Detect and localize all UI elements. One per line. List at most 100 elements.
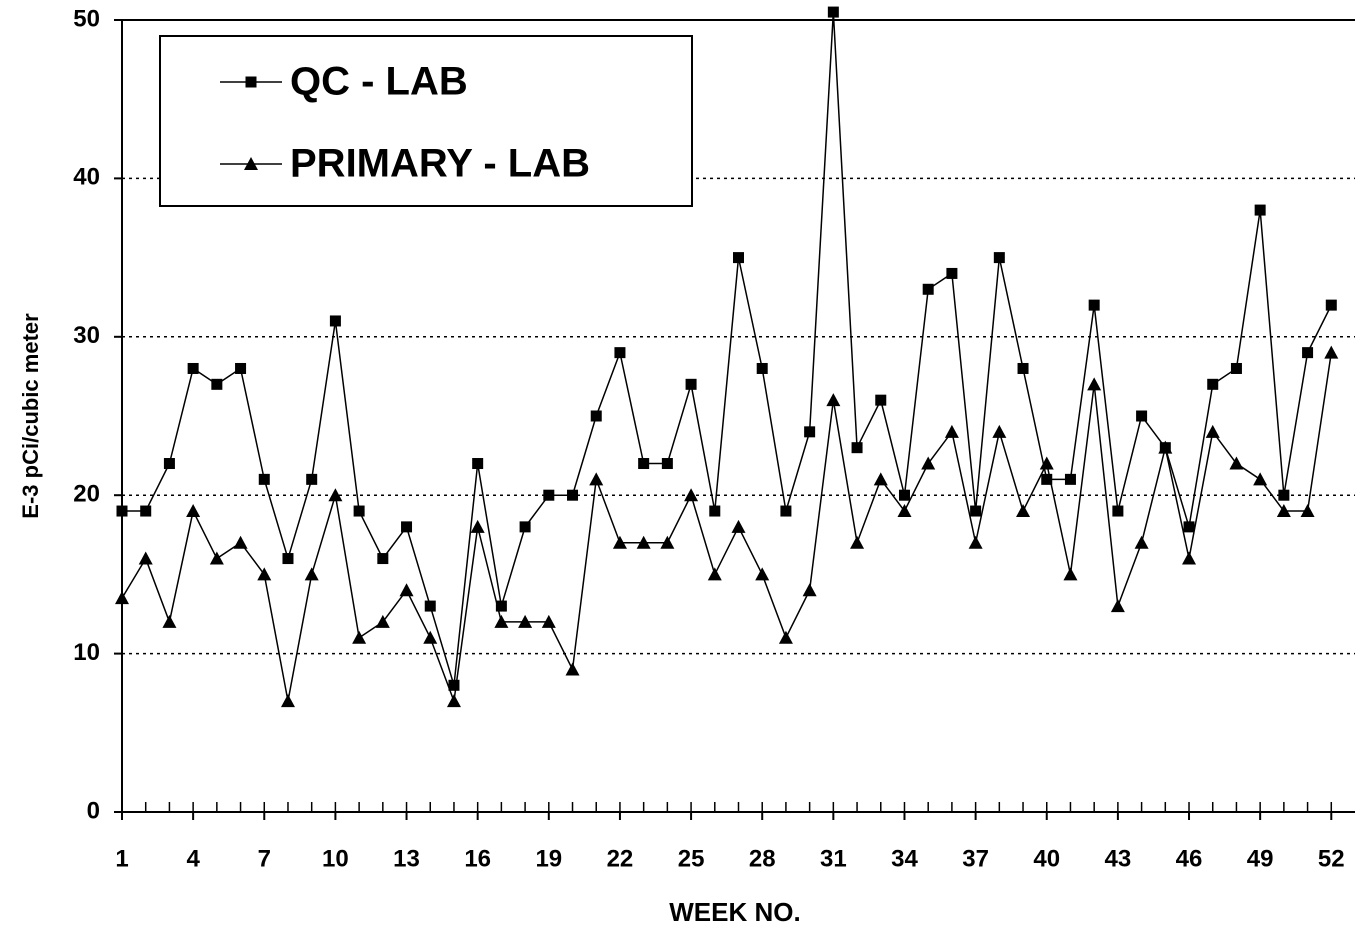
x-tick-label: 28: [749, 845, 776, 872]
y-tick-label: 10: [73, 639, 100, 666]
marker: [709, 505, 721, 517]
marker: [897, 504, 912, 518]
x-tick-label: 16: [464, 845, 491, 872]
x-tick-label: 13: [393, 845, 420, 872]
marker: [1325, 299, 1337, 311]
marker: [280, 694, 295, 708]
marker: [209, 551, 224, 565]
marker: [1207, 378, 1219, 390]
x-tick-label: 10: [322, 845, 349, 872]
marker: [1182, 551, 1197, 565]
marker: [756, 362, 768, 374]
marker: [518, 614, 533, 628]
x-tick-label: 1: [115, 845, 128, 872]
marker: [1183, 521, 1195, 533]
marker: [612, 535, 627, 549]
marker: [968, 535, 983, 549]
marker: [565, 662, 580, 676]
marker: [163, 458, 175, 470]
x-tick-label: 19: [535, 845, 562, 872]
marker: [944, 424, 959, 438]
marker: [1158, 440, 1173, 454]
marker: [1278, 489, 1290, 501]
legend-label: QC - LAB: [290, 60, 468, 104]
marker: [733, 252, 744, 264]
marker: [1229, 456, 1244, 470]
y-tick-label: 0: [87, 797, 100, 824]
x-tick-label: 43: [1105, 845, 1132, 872]
marker: [543, 489, 555, 501]
marker: [541, 614, 556, 628]
marker: [116, 505, 128, 517]
marker: [850, 535, 865, 549]
marker: [1016, 504, 1031, 518]
marker: [377, 553, 389, 565]
x-tick-label: 31: [820, 845, 847, 872]
marker: [873, 472, 888, 486]
marker: [401, 521, 413, 533]
legend-box: [159, 35, 693, 207]
x-tick-label: 7: [258, 845, 271, 872]
y-tick-label: 40: [73, 164, 100, 191]
marker: [446, 694, 461, 708]
marker: [1254, 204, 1266, 216]
marker: [329, 315, 341, 327]
marker: [304, 567, 319, 581]
marker: [590, 410, 602, 422]
x-tick-label: 37: [962, 845, 989, 872]
series-line: [121, 352, 1333, 702]
marker: [282, 553, 294, 565]
marker: [519, 521, 531, 533]
series-line: [122, 12, 1332, 686]
marker: [494, 614, 509, 628]
marker: [638, 458, 650, 470]
marker: [970, 505, 982, 517]
marker: [1063, 567, 1078, 581]
marker: [567, 489, 579, 501]
y-tick-label: 30: [73, 322, 100, 349]
marker: [162, 614, 177, 628]
marker: [470, 519, 485, 533]
marker: [187, 362, 199, 374]
x-tick-label: 25: [678, 845, 705, 872]
marker: [424, 600, 436, 612]
marker: [115, 591, 129, 605]
marker: [778, 630, 793, 644]
x-axis-label: WEEK NO.: [669, 897, 800, 927]
marker: [138, 551, 153, 565]
marker: [1276, 504, 1291, 518]
marker: [1300, 504, 1315, 518]
marker: [589, 472, 604, 486]
marker: [1041, 473, 1053, 485]
x-tick-label: 40: [1033, 845, 1060, 872]
marker: [472, 458, 484, 470]
marker: [1324, 345, 1339, 359]
x-tick-label: 46: [1176, 845, 1203, 872]
marker: [802, 583, 817, 597]
marker: [827, 6, 839, 18]
marker: [946, 267, 958, 279]
marker: [1112, 505, 1124, 517]
marker: [685, 378, 697, 390]
marker: [921, 456, 936, 470]
marker: [375, 614, 390, 628]
marker: [1205, 424, 1220, 438]
marker: [233, 535, 248, 549]
legend-marker: [245, 76, 257, 88]
marker: [186, 504, 201, 518]
marker: [898, 489, 910, 501]
legend-label: PRIMARY - LAB: [290, 142, 590, 186]
marker: [804, 426, 816, 438]
x-tick-label: 52: [1318, 845, 1345, 872]
x-tick-label: 34: [891, 845, 918, 872]
marker: [684, 488, 699, 502]
marker: [448, 679, 460, 691]
marker: [636, 535, 651, 549]
marker: [235, 362, 247, 374]
y-tick-label: 20: [73, 481, 100, 508]
marker: [614, 347, 626, 359]
marker: [1087, 377, 1102, 391]
marker: [257, 567, 272, 581]
